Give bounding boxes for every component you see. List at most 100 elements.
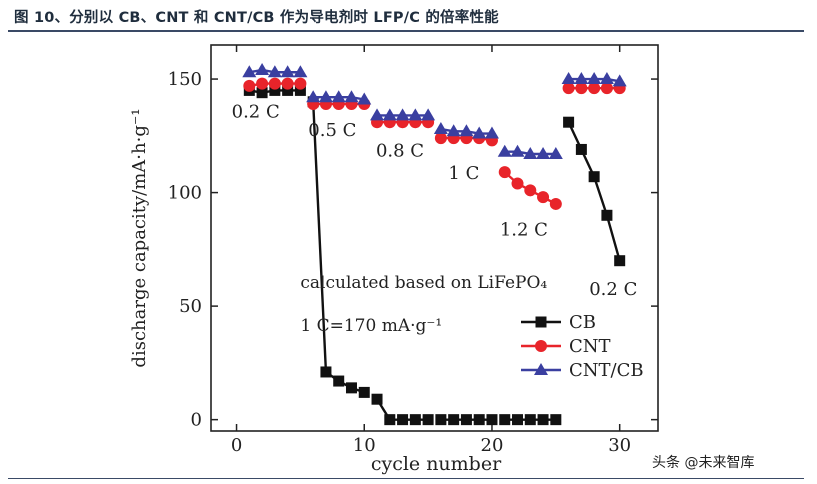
data-point-cnt-cb	[267, 65, 282, 78]
data-point-cb	[550, 414, 562, 426]
data-point-cnt-cb	[561, 72, 576, 85]
data-point-cnt-cb	[574, 72, 589, 85]
data-point-cnt	[498, 166, 511, 179]
data-point-cb	[256, 87, 268, 99]
data-point-cb	[333, 375, 345, 387]
data-point-cb	[460, 414, 472, 426]
data-point-cnt-cb	[395, 108, 410, 121]
series-line-cb	[567, 121, 621, 262]
data-point-cnt	[268, 77, 281, 90]
data-point-cb	[269, 84, 281, 96]
data-point-cb	[512, 414, 524, 426]
data-point-cb	[435, 414, 447, 426]
y-tick-label: 100	[168, 183, 202, 204]
chart-annotation: calculated based on LiFePO₄	[300, 273, 547, 293]
data-point-cnt-cb	[510, 144, 525, 157]
data-point-cnt-cb	[280, 65, 295, 78]
x-axis-label: cycle number	[371, 453, 502, 475]
data-point-cb	[371, 393, 383, 405]
rate-label: 1 C	[448, 163, 479, 184]
data-point-cnt-cb	[599, 72, 614, 85]
data-point-cnt-cb	[408, 108, 423, 121]
data-point-cb	[473, 414, 485, 426]
figure-title: 图 10、分别以 CB、CNT 和 CNT/CB 作为导电剂时 LFP/C 的倍…	[14, 10, 499, 26]
data-point-cb	[294, 84, 306, 96]
data-point-cnt	[575, 82, 588, 95]
data-point-cb	[563, 116, 575, 128]
data-point-cnt-cb	[293, 65, 308, 78]
legend-label-cnt: CNT	[569, 336, 611, 357]
data-point-cnt	[524, 184, 537, 197]
data-point-cnt-cb	[446, 124, 461, 137]
data-point-cb	[601, 209, 613, 221]
data-point-cb	[614, 255, 626, 267]
data-point-cnt-cb	[242, 65, 257, 78]
data-point-cnt-cb	[472, 126, 487, 139]
rate-label: 0.2 C	[589, 279, 637, 300]
data-point-cnt	[294, 77, 307, 90]
data-point-cnt-cb	[318, 90, 333, 103]
x-tick-label: 0	[231, 435, 242, 456]
data-point-cnt	[256, 77, 269, 90]
data-point-cnt-cb	[331, 90, 346, 103]
data-point-cb	[409, 414, 421, 426]
data-point-cnt-cb	[548, 146, 563, 159]
top-divider	[8, 30, 804, 32]
x-tick-label: 20	[481, 435, 504, 456]
data-point-cnt-cb	[459, 124, 474, 137]
data-point-cb	[448, 414, 460, 426]
data-point-cb	[397, 414, 409, 426]
data-point-cnt-cb	[587, 72, 602, 85]
data-point-cnt-cb	[255, 62, 270, 75]
x-tick-label: 30	[608, 435, 631, 456]
data-point-cnt	[537, 191, 550, 204]
y-tick-label: 0	[191, 410, 202, 431]
data-point-cnt-cb	[523, 146, 538, 159]
data-point-cnt	[588, 82, 601, 95]
y-tick-label: 150	[168, 69, 202, 90]
rate-label: 0.5 C	[308, 120, 356, 141]
data-point-cb	[524, 414, 536, 426]
data-point-cb	[358, 386, 370, 398]
data-point-cnt-cb	[357, 92, 372, 105]
data-point-cb	[499, 414, 511, 426]
data-point-cnt-cb	[421, 108, 436, 121]
data-point-cnt	[600, 82, 613, 95]
legend-marker-cnt	[535, 340, 547, 352]
data-point-cnt	[549, 197, 562, 210]
legend-label-cb: CB	[569, 312, 596, 333]
series-line-cb	[311, 101, 365, 394]
axes-frame	[210, 44, 659, 432]
x-tick-label: 10	[353, 435, 376, 456]
data-point-cb	[486, 414, 498, 426]
data-point-cb	[384, 414, 396, 426]
legend-marker-cb	[535, 316, 547, 328]
data-point-cnt-cb	[536, 146, 551, 159]
data-point-cnt	[434, 132, 447, 145]
chart-annotation: 1 C=170 mA·g⁻¹	[300, 316, 442, 336]
data-point-cb	[537, 414, 549, 426]
data-point-cnt-cb	[497, 144, 512, 157]
data-point-cb	[282, 84, 294, 96]
data-point-cnt	[511, 177, 524, 190]
data-point-cnt-cb	[433, 122, 448, 135]
data-point-cb	[575, 143, 587, 155]
data-point-cb	[345, 382, 357, 394]
data-point-cnt-cb	[382, 108, 397, 121]
data-point-cb	[320, 366, 332, 378]
y-axis-label: discharge capacity/mA·h·g⁻¹	[129, 108, 150, 367]
data-point-cnt-cb	[306, 90, 321, 103]
data-point-cnt-cb	[344, 90, 359, 103]
data-point-cnt	[562, 82, 575, 95]
rate-label: 0.2 C	[232, 102, 280, 123]
y-tick-label: 50	[179, 296, 202, 317]
data-point-cb	[588, 171, 600, 183]
data-point-cb	[422, 414, 434, 426]
data-point-cnt-cb	[612, 74, 627, 87]
bottom-divider	[8, 478, 804, 479]
data-point-cnt	[243, 79, 256, 92]
rate-label: 1.2 C	[500, 220, 548, 241]
data-point-cnt-cb	[370, 108, 385, 121]
data-point-cnt	[281, 77, 294, 90]
